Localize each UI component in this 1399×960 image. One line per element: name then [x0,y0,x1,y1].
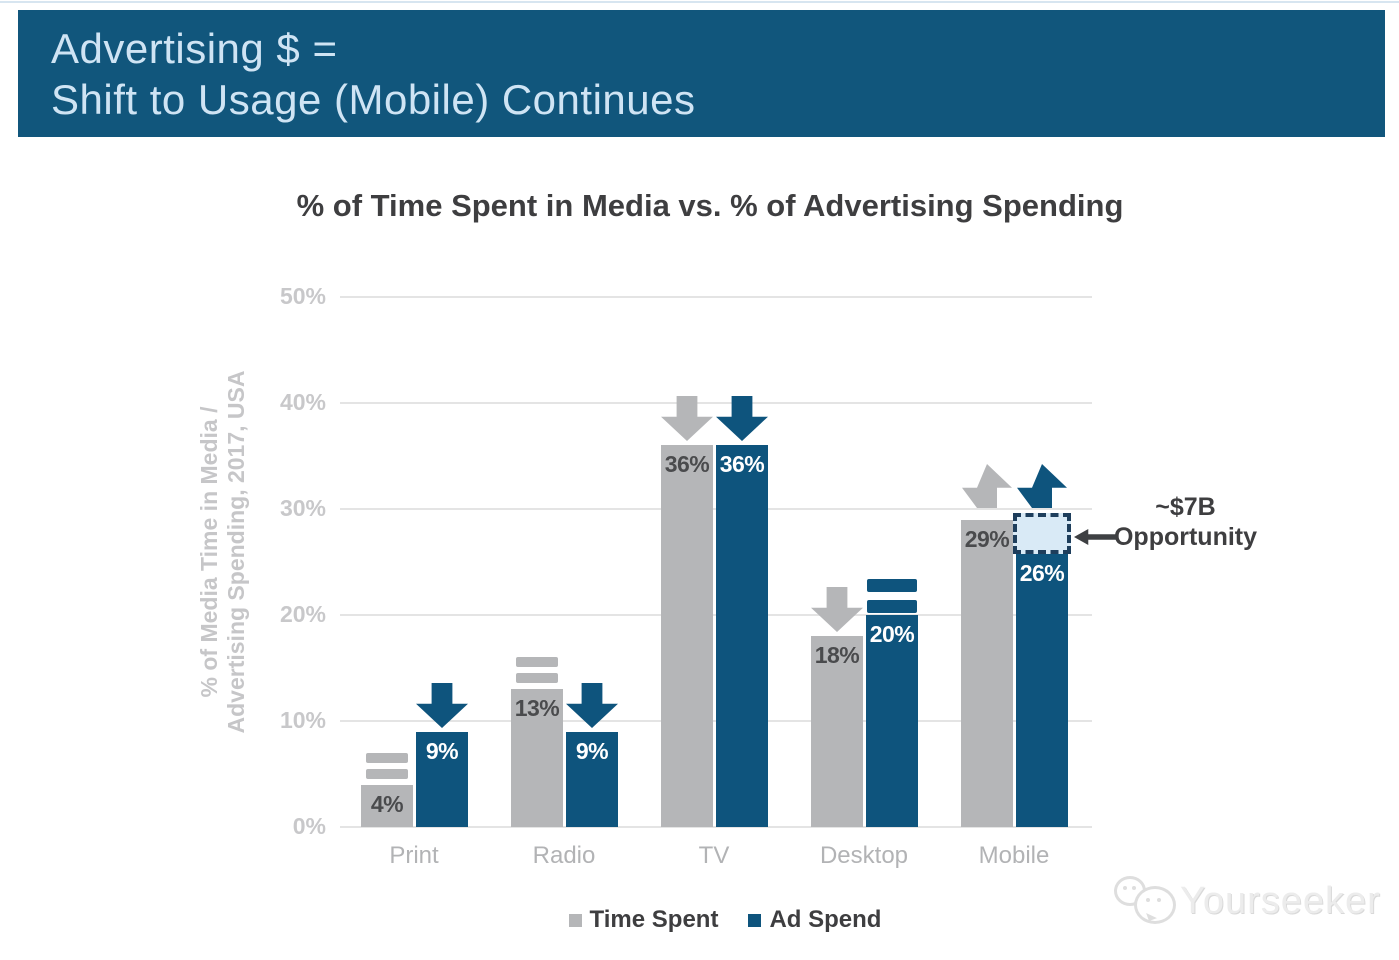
bar-value-label-desktop-time-spent: 18% [814,642,860,668]
equal-bar-top [366,753,408,763]
chat-bubble-big-icon [1134,886,1176,929]
opportunity-gap-box [1013,513,1071,554]
bar-print-ad-spend [416,732,468,827]
category-label-print: Print [389,842,439,869]
watermark-text: Yourseeker [1180,880,1381,922]
gridline-0% [340,826,1092,828]
y-axis-label-line2: Advertising Spending, 2017, USA [223,370,249,734]
bar-tv-ad-spend [716,445,768,827]
gridline-40% [340,402,1092,404]
banner-title-line1: Advertising $ = [51,25,338,72]
bubble-eye [1157,898,1161,902]
bar-value-label-mobile-time-spent: 29% [964,526,1010,552]
trend-equal-icon [516,657,558,683]
bar-radio-ad-spend [566,732,618,827]
bubble-eye [1132,886,1136,890]
legend-label: Ad Spend [769,906,882,933]
bar-value-label-tv-time-spent: 36% [664,451,710,477]
opportunity-annotation-line2: Opportunity [1113,523,1258,551]
y-tick-label: 20% [279,601,326,627]
y-tick-label: 40% [279,389,326,415]
opportunity-annotation: ~$7B Opportunity [1108,492,1263,552]
category-label-tv: TV [698,842,730,869]
equal-bar-bottom [366,769,408,779]
legend-item-time-spent: Time Spent [568,906,719,934]
trend-down-arrow-icon [811,587,863,632]
gridline-50% [340,296,1092,298]
watermark: Yourseeker [1112,872,1380,936]
equal-bar-top [867,579,917,592]
y-tick-label: 0% [292,813,326,839]
chart-legend: Time Spent Ad Spend [540,903,910,937]
trend-equal-icon [366,753,408,779]
opportunity-annotation-line1: ~$7B [1155,493,1216,521]
category-label-mobile: Mobile [978,842,1050,869]
y-axis-label: % of Media Time in Media / Advertising S… [196,337,250,767]
bar-desktop-ad-spend [866,615,918,827]
trend-up-arrow-icon [962,464,1012,508]
category-label-desktop: Desktop [819,842,909,869]
bar-value-label-radio-ad-spend: 9% [575,738,609,764]
legend-label: Time Spent [589,906,719,933]
chart-title: % of Time Spent in Media vs. % of Advert… [296,188,1124,223]
bar-mobile-time-spent [961,520,1013,827]
legend-swatch [748,913,762,927]
bar-value-label-radio-time-spent: 13% [514,695,560,721]
y-tick-label: 10% [279,707,326,733]
y-axis-label-line1: % of Media Time in Media / [196,406,222,698]
legend-swatch [568,913,582,927]
slide-top-border [0,1,1399,3]
trend-equal-icon [867,579,917,613]
header-banner: Advertising $ = Shift to Usage (Mobile) … [18,10,1385,137]
category-label-radio: Radio [532,842,596,869]
bar-value-label-mobile-ad-spend: 26% [1019,560,1065,586]
banner-title-line2: Shift to Usage (Mobile) Continues [51,76,696,123]
bar-value-label-print-ad-spend: 9% [425,738,459,764]
trend-up-arrow-icon [1017,464,1067,508]
bar-value-label-desktop-ad-spend: 20% [869,621,915,647]
bar-desktop-time-spent [811,636,863,827]
equal-bar-top [516,657,558,667]
bar-print-time-spent [361,785,413,827]
bar-mobile-ad-spend [1016,551,1068,827]
equal-bar-bottom [867,600,917,613]
equal-bar-bottom [516,673,558,683]
bubble-tail [1141,913,1157,929]
bubble-eye [1146,898,1150,902]
y-tick-label: 50% [279,283,326,309]
bar-tv-time-spent [661,445,713,827]
bar-value-label-tv-ad-spend: 36% [719,451,765,477]
bubble-eye [1123,886,1127,890]
bar-radio-time-spent [511,689,563,827]
y-tick-label: 30% [279,495,326,521]
bar-value-label-print-time-spent: 4% [370,791,404,817]
legend-item-ad-spend: Ad Spend [748,906,881,934]
